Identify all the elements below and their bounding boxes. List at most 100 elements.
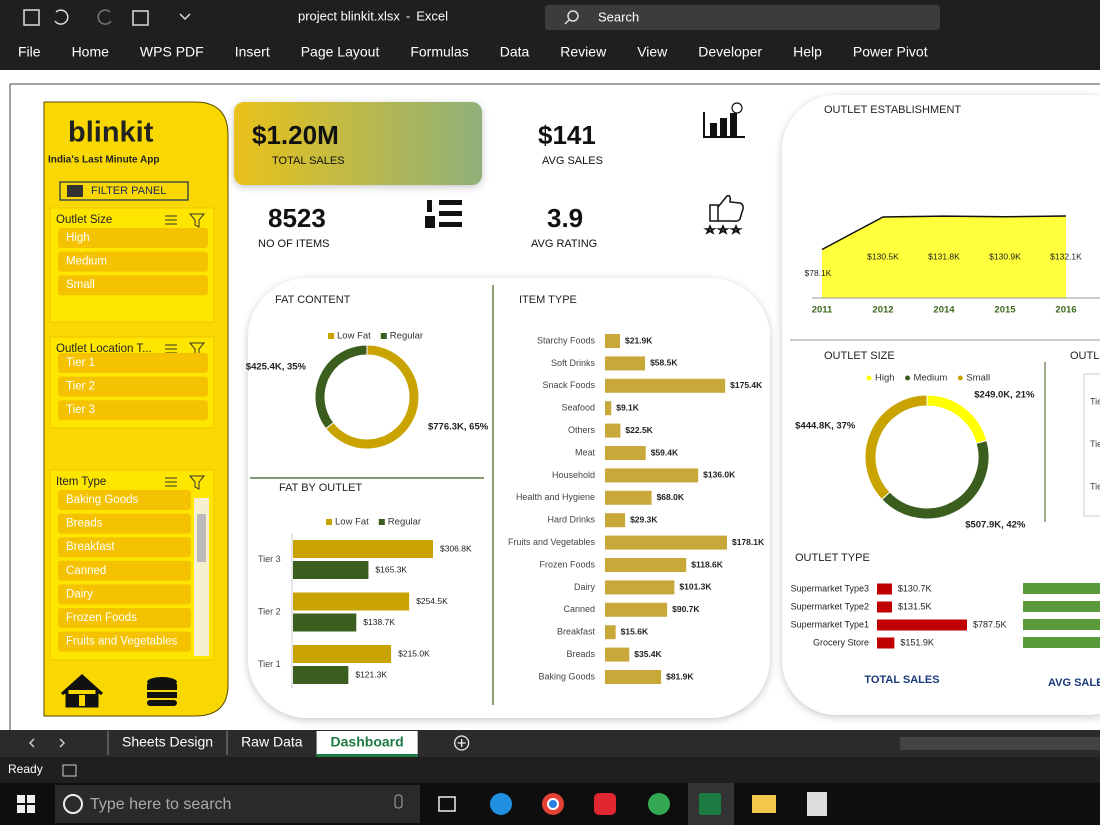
save-icon[interactable] [23,9,40,26]
menu-item[interactable]: Page Layout [301,44,380,60]
slicer-item[interactable] [58,631,191,652]
slicer-item[interactable] [58,228,208,248]
sheet-tab-label[interactable]: Raw Data [241,734,303,750]
menu-item[interactable]: Power Pivot [853,44,928,60]
data-label: $22.5K [625,425,653,435]
slicer-item[interactable] [58,490,191,510]
tab-scroll[interactable] [28,738,66,748]
slicer-item[interactable] [58,560,191,581]
wps-icon[interactable] [594,793,616,815]
slicer-item[interactable] [58,513,191,534]
sheet-tab-label[interactable]: Sheets Design [122,734,213,750]
slicer-item[interactable] [58,584,191,605]
legend-label: Low Fat [335,517,369,528]
slicer-item[interactable] [58,251,208,272]
category-label: Snack Foods [542,380,595,390]
data-label: $138.7K [363,617,395,627]
menu-item[interactable]: Review [560,44,607,60]
menu-item[interactable]: File [18,44,41,60]
legend-label: Small [966,373,990,384]
start-button[interactable] [17,795,35,813]
slicer-item[interactable] [58,275,208,296]
slicer-multiselect-icon[interactable] [165,477,177,487]
search-icon [567,10,579,22]
legend-swatch [866,375,872,381]
slicer-clear-icon[interactable] [188,475,206,490]
sheet-tab-bg[interactable] [227,731,317,757]
slicer-item[interactable] [58,353,208,373]
chart-title: FAT BY OUTLET [279,482,362,494]
category-label: Canned [563,604,595,614]
bar [605,670,662,684]
area-line [821,215,1067,251]
data-label: $59.4K [651,447,679,457]
add-sheet[interactable] [454,735,470,751]
edge-icon[interactable] [490,793,512,815]
undo-icon[interactable] [54,9,69,25]
sheet-tab[interactable]: Raw Data [226,731,317,757]
task-view[interactable] [438,796,456,812]
excel-icon [699,793,721,815]
redo-icon[interactable] [97,9,112,25]
kpi-label: AVG SALES [542,155,603,167]
format-icon[interactable] [132,10,149,26]
customize-icon[interactable] [179,13,191,21]
donut-slice [864,394,928,501]
bar [293,613,357,632]
mic-icon [394,794,403,809]
calculator-icon[interactable] [807,792,827,816]
slicer-item[interactable] [58,376,208,397]
slicer-item[interactable] [58,400,208,421]
data-label: $90.7K [672,604,700,614]
sheet-tab-bg[interactable] [316,731,418,757]
menu-item[interactable]: Home [72,44,110,60]
search-icon [564,19,570,25]
title-separator: - [406,8,410,23]
database-icon [147,684,177,690]
explorer-icon[interactable] [752,795,776,813]
data-label: $78.1K [805,268,832,278]
category-label: Fruits and Vegetables [508,537,596,547]
chrome-profile-icon[interactable] [648,793,670,815]
logo: blinkit [68,117,154,149]
menu-item[interactable]: View [637,44,668,60]
menu-item[interactable]: Insert [235,44,270,60]
menu-item[interactable]: WPS PDF [140,44,204,60]
menu-item[interactable]: Help [793,44,822,60]
search-box[interactable] [545,5,940,30]
kpi-label: AVG RATING [531,238,597,250]
slicer-item[interactable] [58,537,191,558]
menu-item[interactable]: Developer [698,44,762,60]
data-label: $165.3K [375,564,407,574]
add-sheet[interactable] [457,739,466,747]
slicer-item-label: Frozen Foods [66,612,137,624]
sheet-tab-bg[interactable] [108,731,228,757]
bar [605,580,675,595]
slicer-multiselect-icon[interactable] [165,215,177,225]
search-placeholder[interactable]: Search [598,9,639,24]
menu-item[interactable]: Formulas [410,44,468,60]
slicer-clear-icon[interactable] [188,213,206,228]
data-label: $425.4K, 35% [246,361,307,372]
sheet-tab[interactable]: Sheets Design [107,731,228,757]
data-label: $131.5K [898,601,932,611]
sheet-tab-label[interactable]: Dashboard [331,734,404,750]
chart-footer: TOTAL SALES [864,674,939,686]
taskbar-search-text: Type here to search [90,796,231,813]
data-label: $68.0K [657,492,685,502]
filter-panel-label: FILTER PANEL [91,185,166,197]
slicer-item[interactable] [58,608,191,628]
chart-title: ITEM TYPE [519,294,577,306]
horizontal-scrollbar[interactable] [900,737,1100,750]
slicer-scroll-thumb[interactable] [197,514,206,562]
sheet-tab[interactable]: Dashboard [316,731,418,757]
data-label: $81.9K [666,671,694,681]
database-icon [147,700,177,706]
avg-sales-bars [1023,583,1100,648]
data-label: $787.5K [973,619,1007,629]
taskbar-search[interactable] [55,785,420,823]
filter-panel-box[interactable] [59,181,189,201]
slicer-item-label: Tier 2 [66,381,95,393]
menu-item[interactable]: Data [500,44,530,60]
category-label: Meat [575,447,596,457]
